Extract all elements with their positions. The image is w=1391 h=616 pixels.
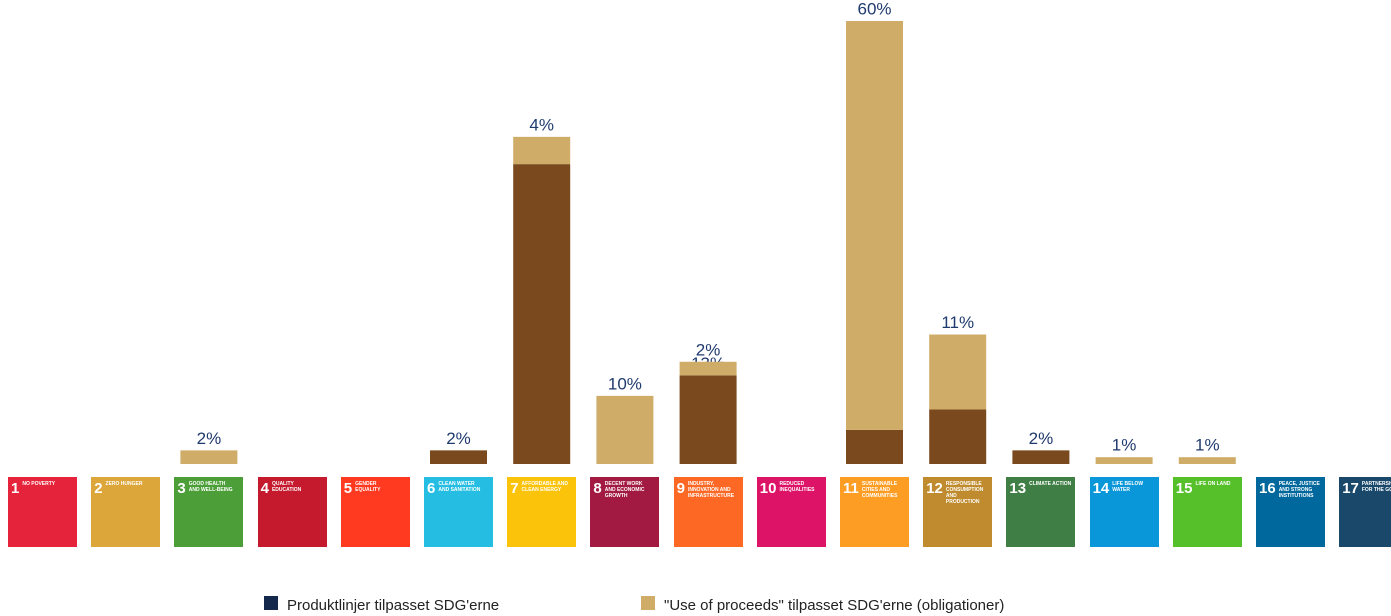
bar-segment	[430, 450, 487, 464]
sdg-icon: 2 ZERO HUNGER	[91, 477, 161, 547]
bar-segment	[1095, 457, 1153, 464]
value-label: 2%	[446, 429, 471, 448]
sdg-number: 6	[427, 480, 436, 497]
value-label: 60%	[857, 0, 891, 18]
sdg-icon: 7 AFFORDABLE AND CLEAN ENERGY	[507, 477, 577, 547]
sdg-icon: 3 GOOD HEALTH AND WELL-BEING	[174, 477, 244, 547]
sdg-number: 17	[1342, 480, 1359, 497]
sdg-name: REDUCED INEQUALITIES	[779, 481, 815, 493]
legend-swatch	[264, 596, 278, 610]
sdg-icon: 12 RESPONSIBLE CONSUMPTION AND PRODUCTION	[923, 477, 993, 547]
bar-segment	[929, 409, 987, 464]
bar-segment	[929, 334, 987, 410]
bar-segment	[596, 395, 654, 464]
sdg-number: 16	[1259, 480, 1276, 497]
bar-segment	[846, 429, 903, 464]
sdg-number: 2	[94, 480, 103, 497]
sdg-icon: 8 DECENT WORK AND ECONOMIC GROWTH	[590, 477, 660, 547]
sdg-name: NO POVERTY	[22, 481, 56, 487]
sdg-number: 8	[593, 480, 602, 497]
sdg-name: RESPONSIBLE CONSUMPTION AND PRODUCTION	[945, 481, 984, 505]
sdg-number: 11	[843, 480, 859, 497]
sdg-icon: 1 NO POVERTY	[8, 477, 77, 547]
bar-segment	[1178, 457, 1236, 464]
legend-label: Produktlinjer tilpasset SDG'erne	[287, 597, 500, 614]
bar-segment	[513, 164, 571, 464]
sdg-number: 3	[177, 480, 186, 497]
sdg-icon: 11 SUSTAINABLE CITIES AND COMMUNITIES	[840, 477, 909, 547]
bar-segment	[679, 361, 737, 376]
sdg-icon: 14 LIFE BELOW WATER	[1089, 477, 1159, 547]
bar-segment	[180, 450, 238, 464]
value-label: 10%	[608, 374, 642, 393]
sdg-name: QUALITY EDUCATION	[271, 481, 302, 493]
sdg-name: INDUSTRY, INNOVATION AND INFRASTRUCTURE	[687, 481, 735, 499]
sdg-name: ZERO HUNGER	[105, 481, 143, 487]
sdg-number: 5	[343, 480, 353, 497]
bar-segment	[1012, 450, 1070, 464]
sdg-icon: 17PARTNERSHIPS FOR THE GOALS	[1339, 477, 1391, 547]
sdg-number: 10	[759, 480, 777, 497]
sdg-icon: 13 CLIMATE ACTION	[1006, 477, 1076, 547]
sdg-number: 9	[676, 480, 685, 497]
value-label: 1%	[1112, 436, 1137, 455]
sdg-name: PEACE, JUSTICE AND STRONG INSTITUTIONS	[1278, 481, 1320, 499]
sdg-name: LIFE BELOW WATER	[1112, 481, 1144, 493]
legend-label: "Use of proceeds" tilpasset SDG'erne (ob…	[664, 597, 1005, 614]
value-label: 11%	[941, 313, 974, 332]
sdg-name: CLIMATE ACTION	[1029, 481, 1072, 487]
sdg-name: LIFE ON LAND	[1195, 481, 1231, 487]
sdg-number: 15	[1175, 480, 1193, 497]
sdg-name: AFFORDABLE AND CLEAN ENERGY	[521, 481, 569, 493]
sdg-icon: 9 INDUSTRY, INNOVATION AND INFRASTRUCTURE	[673, 477, 743, 547]
sdg-icon: 15 LIFE ON LAND	[1172, 477, 1242, 547]
bar-segment	[679, 375, 737, 464]
sdg-icon: 16 PEACE, JUSTICE AND STRONG INSTITUTIONS	[1256, 477, 1325, 547]
value-label: 4%	[529, 115, 554, 134]
bar-segment	[846, 21, 903, 430]
sdg-number: 12	[926, 480, 943, 497]
bar-segment	[513, 136, 571, 165]
sdg-name: GOOD HEALTH AND WELL-BEING	[188, 481, 233, 493]
sdg-name: DECENT WORK AND ECONOMIC GROWTH	[604, 481, 645, 499]
sdg-name: PARTNERSHIPS FOR THE GOALS	[1361, 481, 1391, 493]
sdg-number: 7	[510, 480, 519, 497]
value-label: 2%	[696, 340, 721, 359]
legend-swatch	[641, 596, 655, 610]
value-label: 1%	[1195, 436, 1220, 455]
sdg-icon: 10 REDUCED INEQUALITIES	[756, 477, 826, 547]
sdg-icon: 5 GENDER EQUALITY	[340, 477, 410, 547]
sdg-icon: 6 CLEAN WATER AND SANITATION	[424, 477, 493, 547]
sdg-name: GENDER EQUALITY	[355, 481, 381, 493]
sdg-number: 13	[1009, 480, 1027, 497]
sdg-number: 14	[1092, 480, 1110, 497]
value-label: 2%	[1029, 429, 1054, 448]
sdg-number: 1	[11, 480, 20, 497]
sdg-name: SUSTAINABLE CITIES AND COMMUNITIES	[861, 481, 898, 499]
value-label: 2%	[197, 429, 222, 448]
sdg-number: 4	[260, 480, 269, 497]
sdg-name: CLEAN WATER AND SANITATION	[438, 481, 481, 493]
sdg-icon: 4 QUALITY EDUCATION	[257, 477, 327, 547]
